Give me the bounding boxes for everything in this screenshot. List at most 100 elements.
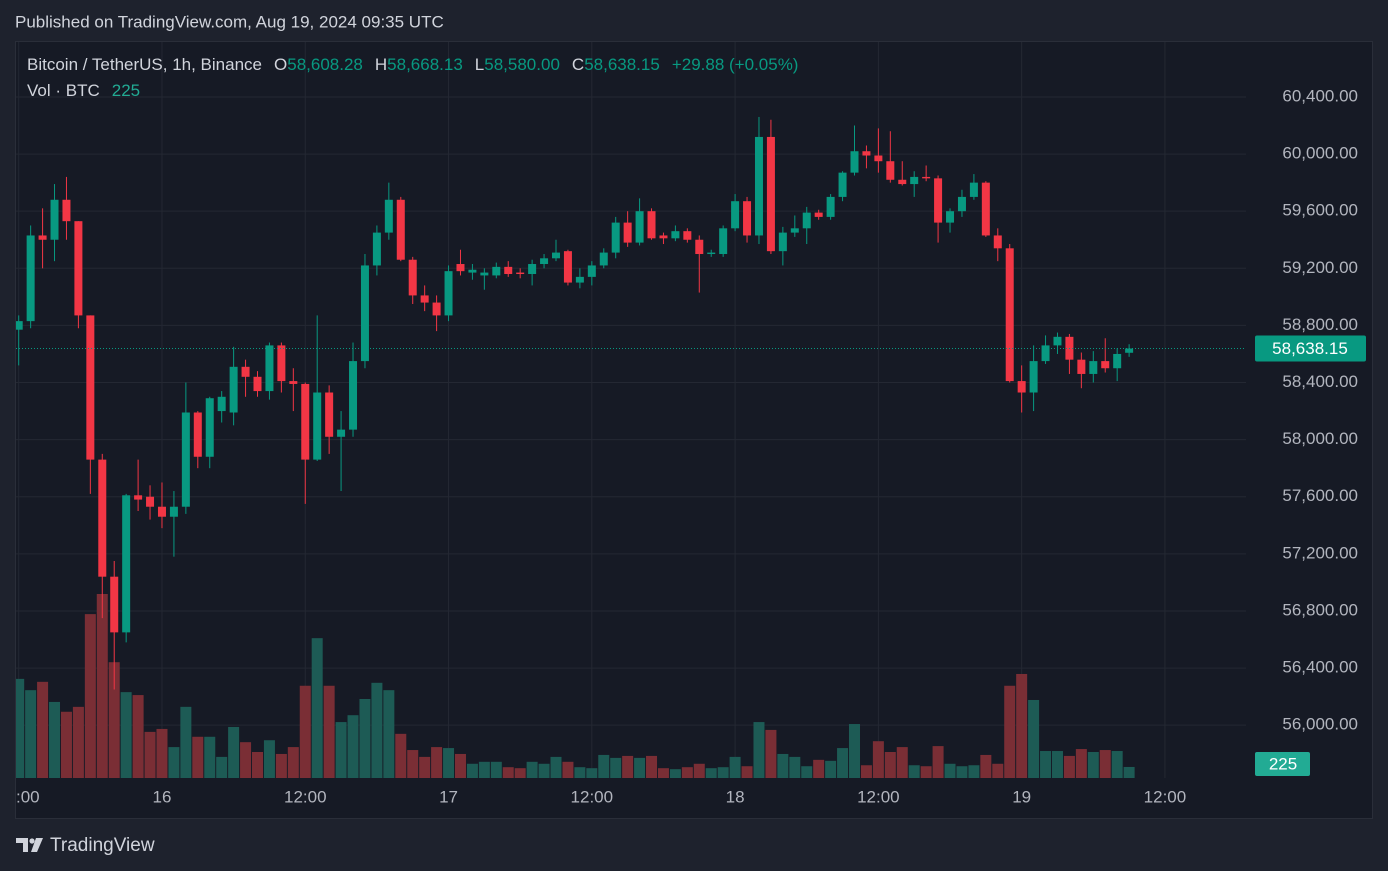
candle-body bbox=[898, 179, 907, 185]
x-tick-label: 16 bbox=[153, 787, 172, 806]
logo-dot bbox=[29, 838, 35, 844]
candle-body bbox=[325, 392, 334, 437]
candle-body bbox=[647, 211, 656, 239]
volume-bar bbox=[502, 767, 514, 778]
volume-bar bbox=[741, 766, 753, 778]
legend-value: 58,580.00 bbox=[484, 55, 560, 74]
candle-body bbox=[754, 136, 763, 236]
volume-bar bbox=[825, 760, 837, 778]
legend-key: C bbox=[571, 55, 585, 74]
volume-bar bbox=[944, 763, 956, 778]
volume-tag bbox=[1255, 752, 1310, 776]
volume-bar bbox=[168, 747, 180, 778]
volume-bar bbox=[1075, 749, 1087, 778]
volume-bar bbox=[908, 765, 920, 778]
candle-body bbox=[169, 506, 178, 517]
volume-bar bbox=[72, 706, 84, 778]
candle-body bbox=[480, 272, 489, 276]
volume-bar bbox=[801, 766, 813, 778]
candle-body bbox=[241, 366, 250, 377]
volume-bar bbox=[49, 701, 61, 778]
candle-body bbox=[26, 235, 35, 322]
legend-key: L bbox=[474, 55, 485, 74]
volume-bar bbox=[884, 751, 896, 778]
volume-bar bbox=[1028, 699, 1040, 778]
candle-body bbox=[934, 178, 943, 223]
volume-bar bbox=[789, 756, 801, 778]
candle-body bbox=[731, 201, 740, 229]
candle-body bbox=[814, 212, 823, 217]
legend-value: 58,668.13 bbox=[387, 55, 463, 74]
volume-bar bbox=[1111, 751, 1123, 778]
candle-body bbox=[886, 161, 895, 180]
y-tick-label: 60,400.00 bbox=[1282, 86, 1358, 105]
candle-body bbox=[432, 302, 441, 316]
candle-body bbox=[110, 576, 119, 633]
candle-body bbox=[456, 264, 465, 272]
volume-bar bbox=[514, 768, 526, 778]
y-tick-label: 58,400.00 bbox=[1282, 372, 1358, 391]
volume-bar bbox=[263, 740, 275, 778]
volume-bar bbox=[60, 711, 72, 778]
candle-body bbox=[420, 295, 429, 303]
x-tick-label: 12:00 bbox=[284, 787, 327, 806]
volume-bar bbox=[192, 736, 204, 778]
volume-bar bbox=[574, 767, 586, 778]
logo-mark bbox=[31, 838, 43, 852]
candle-body bbox=[38, 235, 47, 240]
volume-bar bbox=[980, 754, 992, 778]
volume-bar bbox=[705, 768, 717, 778]
candle-body bbox=[337, 429, 346, 437]
candle-body bbox=[946, 211, 955, 223]
candle-body bbox=[874, 155, 883, 162]
ohlc-legend: Bitcoin / TetherUS, 1h, Binance O 58,608.… bbox=[27, 55, 798, 75]
volume-bar bbox=[956, 766, 968, 778]
y-tick-label: 59,200.00 bbox=[1282, 258, 1358, 277]
last-price-label: 58,638.15 bbox=[1272, 339, 1348, 358]
volume-bar bbox=[347, 715, 359, 778]
volume-bar bbox=[156, 728, 168, 778]
candle-body bbox=[98, 459, 107, 577]
y-tick-label: 57,200.00 bbox=[1282, 543, 1358, 562]
candle-body bbox=[157, 506, 166, 517]
candle-body bbox=[695, 239, 704, 255]
x-tick-label: 12:00 bbox=[857, 787, 900, 806]
x-tick-label: 17 bbox=[439, 787, 458, 806]
candle-body bbox=[181, 412, 190, 507]
volume-bar bbox=[454, 753, 466, 778]
volume-bar bbox=[860, 765, 872, 778]
y-tick-label: 58,000.00 bbox=[1282, 429, 1358, 448]
candle-body bbox=[981, 182, 990, 236]
candle-body bbox=[349, 361, 358, 430]
volume-bar bbox=[586, 768, 598, 778]
volume-bar bbox=[992, 763, 1004, 778]
candle-body bbox=[229, 366, 238, 413]
volume-bar bbox=[849, 724, 860, 778]
candle-body bbox=[372, 232, 381, 266]
volume-bar bbox=[813, 759, 825, 778]
candle-body bbox=[910, 176, 919, 185]
volume-bar bbox=[144, 731, 156, 778]
candle-body bbox=[253, 376, 262, 392]
candle-body bbox=[16, 321, 23, 330]
volume-bar bbox=[180, 706, 192, 778]
volume-bar bbox=[335, 722, 347, 778]
candle-body bbox=[1017, 381, 1026, 393]
volume-bar bbox=[252, 751, 263, 778]
candle-body bbox=[1005, 248, 1014, 382]
candle-body bbox=[1089, 361, 1098, 374]
candle-body bbox=[50, 199, 59, 240]
y-tick-label: 59,600.00 bbox=[1282, 201, 1358, 220]
volume-bar bbox=[359, 699, 371, 778]
candle-body bbox=[575, 276, 584, 283]
candle-body bbox=[217, 396, 226, 412]
volume-bar bbox=[610, 757, 622, 778]
volume-bar bbox=[431, 747, 443, 778]
volume-bar bbox=[275, 753, 287, 778]
volume-bar bbox=[681, 767, 693, 778]
volume-bar bbox=[96, 594, 108, 778]
candle-body bbox=[265, 345, 274, 392]
candle-body bbox=[1029, 361, 1038, 393]
candle-body bbox=[1041, 345, 1050, 362]
volume-legend: Vol · BTC 225 bbox=[27, 81, 140, 101]
